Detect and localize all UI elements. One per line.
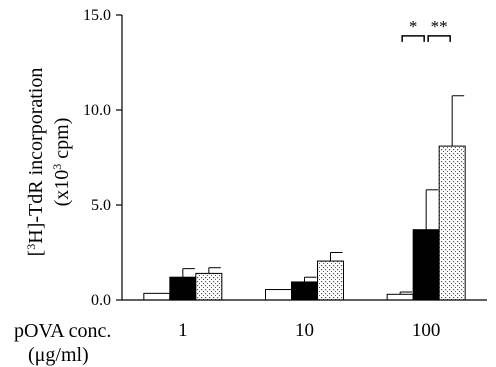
error-bars: [182, 95, 465, 295]
significance-bracket: [427, 35, 451, 42]
svg-text:(x103 cpm): (x103 cpm): [50, 118, 73, 207]
significance-label: **: [431, 17, 448, 36]
significance-label: *: [409, 17, 418, 36]
y-tick-label: 5.0: [91, 197, 111, 214]
y-tick-label: 0.0: [91, 292, 111, 309]
bar: [291, 281, 318, 301]
bars: [143, 145, 466, 301]
y-axis-ticks: 0.0 5.0 10.0 15.0: [83, 7, 122, 309]
bar: [317, 260, 344, 301]
bar: [386, 293, 414, 301]
significance-bracket: [401, 35, 425, 42]
category-label: 100: [412, 320, 441, 341]
category-labels: 1 10 100: [178, 320, 440, 341]
svg-text:[3H]-TdR incorporation: [3H]-TdR incorporation: [24, 68, 47, 257]
y-tick-label: 10.0: [83, 102, 111, 119]
bar: [169, 276, 197, 301]
bar: [265, 289, 292, 301]
x-axis-title: pOVA conc.: [14, 320, 111, 342]
category-label: 1: [178, 320, 188, 341]
x-axis-unit: (μg/ml): [28, 344, 89, 366]
bar: [143, 292, 171, 301]
bar: [438, 145, 466, 301]
y-axis-label: [3H]-TdR incorporation (x103 cpm): [24, 68, 73, 257]
category-label: 10: [295, 320, 314, 341]
bar: [412, 229, 440, 301]
y-tick-label: 15.0: [83, 7, 111, 24]
significance-brackets: * **: [401, 17, 451, 42]
bar: [195, 272, 223, 301]
